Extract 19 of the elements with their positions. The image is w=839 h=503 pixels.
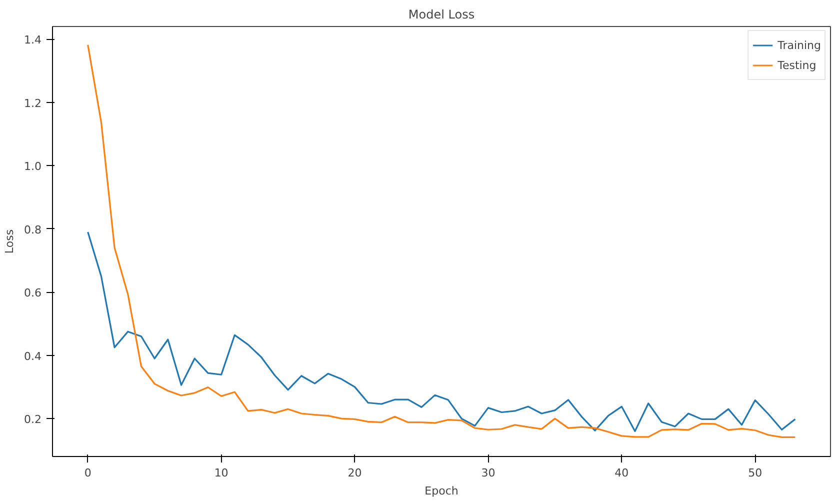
- x-tick-label: 20: [348, 466, 362, 480]
- legend-label: Training: [778, 38, 821, 52]
- x-tick-label: 0: [84, 466, 92, 480]
- y-tick-label: 0.6: [24, 286, 42, 300]
- x-tick-label: 50: [748, 466, 762, 480]
- x-tick-label: 30: [481, 466, 496, 480]
- x-axis-title: Epoch: [424, 484, 458, 498]
- chart-title: Model Loss: [408, 8, 475, 22]
- x-tick-label: 40: [614, 466, 629, 480]
- y-tick-label: 1.0: [24, 160, 42, 174]
- y-tick-label: 0.2: [24, 413, 42, 426]
- y-tick-label: 1.2: [24, 96, 42, 110]
- y-tick-label: 0.4: [24, 350, 42, 363]
- x-tick-label: 10: [214, 466, 228, 480]
- y-tick-label: 1.4: [24, 34, 42, 47]
- y-axis-title: Loss: [3, 229, 16, 254]
- legend-label: Testing: [778, 58, 816, 72]
- y-tick-label: 0.8: [24, 223, 42, 236]
- line-series: [87, 231, 796, 432]
